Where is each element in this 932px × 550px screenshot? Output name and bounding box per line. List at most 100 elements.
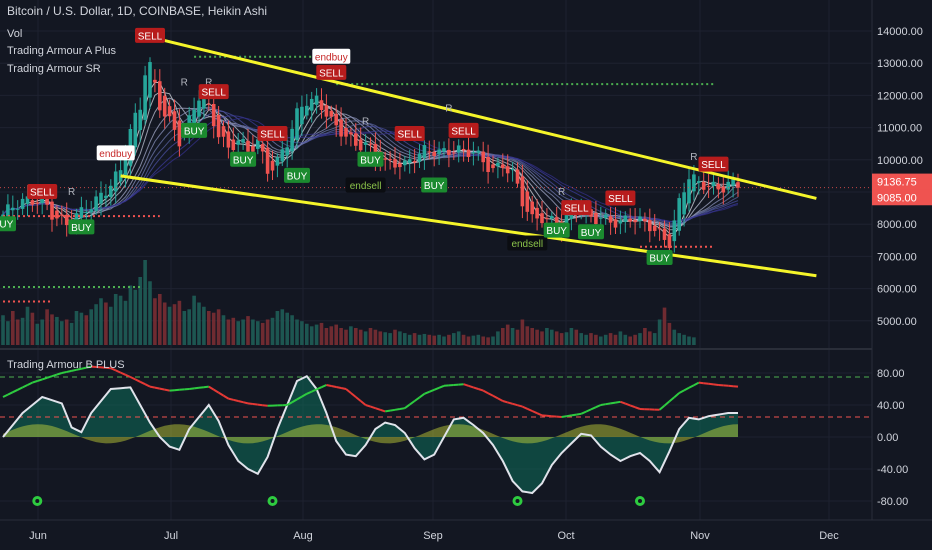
- candle[interactable]: [329, 105, 334, 122]
- candle[interactable]: [226, 120, 231, 159]
- candle[interactable]: [486, 144, 490, 184]
- candle[interactable]: [177, 109, 182, 157]
- oscillator-label[interactable]: Trading Armour B PLUS: [7, 359, 125, 371]
- candle[interactable]: [211, 91, 216, 139]
- candle[interactable]: [153, 69, 157, 93]
- candle[interactable]: [471, 141, 476, 166]
- candle[interactable]: [648, 208, 652, 243]
- candle[interactable]: [515, 162, 520, 188]
- indicator-sr-label[interactable]: Trading Armour SR: [7, 63, 101, 75]
- candle[interactable]: [452, 141, 456, 160]
- candle[interactable]: [280, 139, 285, 167]
- candle[interactable]: [412, 148, 417, 174]
- candle[interactable]: [148, 57, 152, 110]
- candle[interactable]: [314, 88, 319, 114]
- candle[interactable]: [162, 87, 167, 129]
- candle[interactable]: [167, 99, 172, 122]
- candle[interactable]: [393, 147, 397, 175]
- candle[interactable]: [442, 141, 446, 158]
- candle[interactable]: [701, 171, 706, 195]
- candle[interactable]: [540, 200, 544, 228]
- candle[interactable]: [231, 127, 236, 156]
- candle[interactable]: [324, 94, 329, 129]
- indicator-vol-label[interactable]: Vol: [7, 28, 23, 40]
- candle[interactable]: [447, 138, 451, 168]
- candle[interactable]: [623, 211, 628, 233]
- candle[interactable]: [407, 149, 412, 174]
- trendline-lower[interactable]: [120, 174, 817, 278]
- candle[interactable]: [530, 195, 534, 223]
- candle[interactable]: [403, 155, 407, 172]
- indicator-a-plus-label[interactable]: Trading Armour A Plus: [7, 45, 117, 57]
- candle[interactable]: [275, 153, 280, 178]
- candle[interactable]: [618, 210, 623, 235]
- candle[interactable]: [697, 176, 701, 195]
- candle[interactable]: [113, 163, 118, 204]
- candle[interactable]: [692, 165, 696, 201]
- candle[interactable]: [133, 103, 138, 156]
- candle[interactable]: [657, 221, 662, 241]
- candle[interactable]: [687, 167, 691, 212]
- candle[interactable]: [638, 208, 642, 229]
- candle[interactable]: [221, 120, 226, 148]
- candle[interactable]: [158, 69, 162, 118]
- candles[interactable]: [1, 57, 740, 258]
- candle[interactable]: [305, 94, 309, 120]
- candle[interactable]: [706, 173, 711, 199]
- candle[interactable]: [368, 137, 373, 152]
- candle[interactable]: [285, 135, 289, 168]
- candle[interactable]: [736, 173, 740, 197]
- candle[interactable]: [672, 209, 677, 253]
- candle[interactable]: [633, 208, 637, 235]
- candle[interactable]: [265, 135, 270, 182]
- candle[interactable]: [422, 140, 427, 170]
- candle[interactable]: [295, 102, 299, 150]
- candle[interactable]: [104, 184, 108, 207]
- candle[interactable]: [456, 139, 461, 163]
- candle[interactable]: [138, 97, 142, 143]
- candle[interactable]: [496, 157, 500, 179]
- candle[interactable]: [109, 179, 113, 206]
- candle[interactable]: [501, 153, 505, 177]
- candle[interactable]: [20, 193, 25, 215]
- candle[interactable]: [64, 202, 69, 237]
- candle[interactable]: [143, 65, 147, 125]
- candle[interactable]: [344, 118, 348, 145]
- candle[interactable]: [118, 158, 123, 186]
- candle[interactable]: [613, 207, 618, 235]
- candle[interactable]: [417, 144, 422, 169]
- candle[interactable]: [510, 161, 515, 182]
- candle[interactable]: [731, 172, 735, 198]
- candle[interactable]: [476, 146, 481, 161]
- candle[interactable]: [363, 134, 368, 155]
- time-axis[interactable]: Jun Jul Aug Sep Oct Nov Dec: [29, 530, 839, 542]
- candle[interactable]: [241, 131, 245, 150]
- candle[interactable]: [652, 214, 657, 237]
- candle[interactable]: [726, 170, 730, 194]
- candle[interactable]: [383, 151, 387, 171]
- candle[interactable]: [427, 140, 432, 160]
- candle[interactable]: [461, 140, 466, 162]
- candle[interactable]: [55, 205, 59, 227]
- candle[interactable]: [682, 182, 686, 227]
- candle[interactable]: [466, 137, 471, 163]
- candle[interactable]: [525, 180, 530, 221]
- candle[interactable]: [481, 141, 485, 172]
- candle[interactable]: [94, 190, 98, 215]
- candle[interactable]: [270, 150, 275, 181]
- candle[interactable]: [520, 164, 525, 219]
- candle[interactable]: [677, 193, 681, 236]
- candle[interactable]: [300, 95, 304, 136]
- candle[interactable]: [334, 104, 338, 137]
- candle[interactable]: [15, 200, 20, 220]
- candle[interactable]: [60, 205, 64, 225]
- candle[interactable]: [535, 199, 539, 231]
- price-axis[interactable]: 14000.00 13000.00 12000.00 11000.00 10000.00…: [872, 26, 932, 508]
- candle[interactable]: [711, 173, 716, 195]
- candle[interactable]: [491, 155, 495, 173]
- candle[interactable]: [319, 88, 324, 119]
- candle[interactable]: [388, 151, 392, 170]
- candle[interactable]: [84, 199, 89, 222]
- candle[interactable]: [99, 181, 103, 216]
